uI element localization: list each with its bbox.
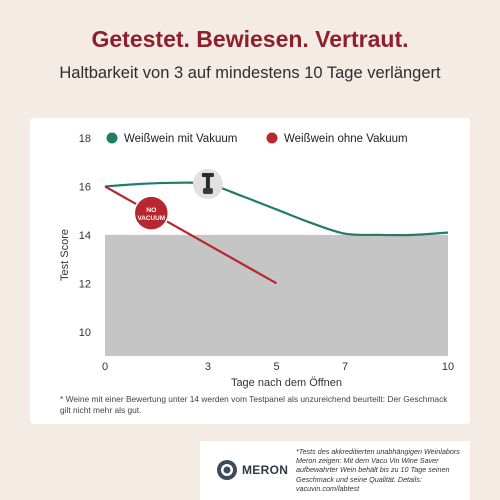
x-tick-label: 10	[442, 361, 454, 373]
y-tick-label: 10	[79, 327, 91, 339]
series-line-with-vacuum	[104, 181, 449, 237]
headline: Getestet. Bewiesen. Vertraut.	[91, 26, 409, 52]
threshold-band	[105, 234, 448, 356]
x-tick-label: 0	[102, 361, 108, 373]
y-tick-label: 14	[79, 230, 91, 242]
y-tick-label: 18	[79, 133, 91, 145]
lab-info-box: MERON *Tests des akkreditierten unabhäng…	[200, 441, 470, 500]
series-line-without-vacuum	[104, 185, 278, 285]
legend: Weißwein mit Vakuum Weißwein ohne Vakuum	[106, 132, 408, 145]
badge-label: VACUUM	[138, 215, 166, 222]
subheadline: Haltbarkeit von 3 auf mindestens 10 Tage…	[59, 64, 441, 82]
chart-svg: Weißwein mit Vakuum Weißwein ohne Vakuum …	[59, 132, 454, 389]
y-tick-label: 12	[79, 278, 91, 290]
x-tick-label: 3	[205, 361, 211, 373]
x-tick-label: 7	[342, 361, 348, 373]
legend-label: Weißwein ohne Vakuum	[284, 133, 408, 145]
y-axis-label: Test Score	[59, 229, 71, 281]
x-axis: 0 3 5 7 10	[102, 361, 454, 373]
y-axis: 10 12 14 16 18	[79, 133, 91, 339]
y-tick-label: 16	[79, 181, 91, 193]
legend-marker	[266, 132, 278, 144]
chart-card: Weißwein mit Vakuum Weißwein ohne Vakuum …	[30, 118, 470, 424]
vacuum-stopper-icon	[192, 169, 223, 200]
legend-label: Weißwein mit Vakuum	[124, 133, 237, 145]
x-tick-label: 5	[273, 361, 279, 373]
lab-name: MERON	[242, 463, 289, 477]
meron-logo-icon	[217, 460, 237, 480]
lab-description: *Tests des akkreditierten unabhängigen W…	[296, 447, 460, 493]
legend-marker	[106, 132, 118, 144]
x-axis-label: Tage nach dem Öffnen	[231, 377, 342, 389]
badge-label: NO	[146, 207, 156, 214]
footnote: * Weine mit einer Bewertung unter 14 wer…	[60, 394, 448, 415]
